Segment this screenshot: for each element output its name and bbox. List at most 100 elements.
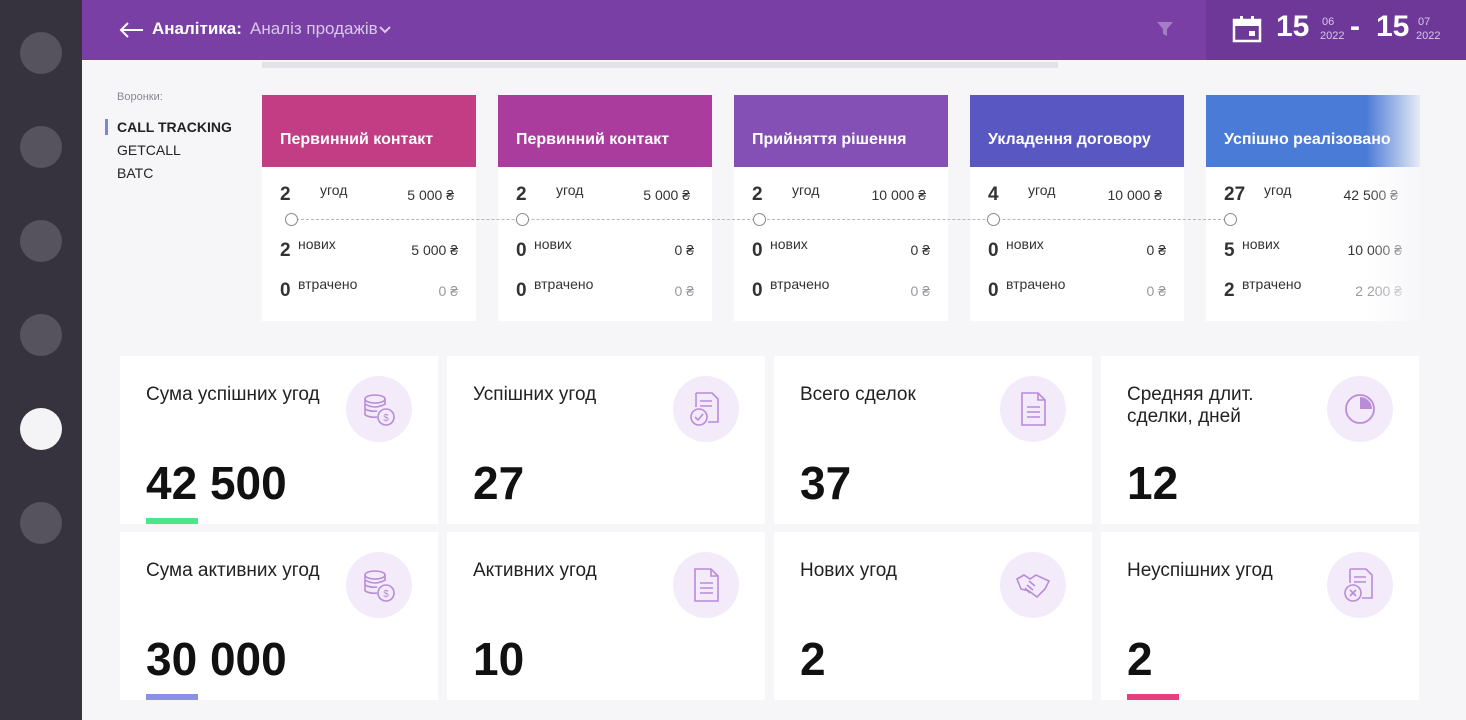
stage-lost-amount: 0 ₴ bbox=[910, 283, 930, 299]
stage-lost-amount: 0 ₴ bbox=[674, 283, 694, 299]
date-to-day: 15 bbox=[1376, 10, 1410, 43]
stage-node bbox=[753, 213, 766, 226]
stage-lost-count: 0 bbox=[516, 280, 527, 301]
stage-node bbox=[987, 213, 1000, 226]
stage-new-label: нових bbox=[298, 236, 336, 252]
rail-avatar-3[interactable] bbox=[20, 220, 62, 262]
stage-deals-count: 2 bbox=[752, 184, 763, 205]
stage-deals-label: угод bbox=[792, 182, 820, 198]
stage-new-count: 2 bbox=[280, 240, 291, 261]
date-from-day: 15 bbox=[1276, 10, 1310, 43]
funnel-item-call-tracking[interactable]: CALL TRACKING bbox=[117, 119, 232, 135]
kpi-card[interactable]: Неуспішних угод 2 bbox=[1101, 532, 1419, 700]
kpi-card[interactable]: Средняя длит. сделки, дней 12 bbox=[1101, 356, 1419, 524]
date-to-month: 07 bbox=[1418, 16, 1431, 28]
stage-lost-count: 2 bbox=[1224, 280, 1235, 301]
kpi-icon-badge: $ bbox=[346, 376, 412, 442]
stage-deals-amount: 10 000 ₴ bbox=[1107, 187, 1163, 203]
kpi-value: 2 bbox=[800, 633, 826, 685]
chevron-down-icon[interactable] bbox=[378, 25, 392, 35]
date-range-picker[interactable]: 15 06 2022 - 15 07 2022 bbox=[1206, 0, 1466, 60]
kpi-title: Неуспішних угод bbox=[1127, 560, 1273, 581]
date-separator: - bbox=[1350, 10, 1360, 43]
kpi-title: Сума активних угод bbox=[146, 560, 320, 581]
funnel-stage-card[interactable]: Первинний контакт 2 угод 5 000 ₴ 2 нових… bbox=[262, 95, 476, 321]
stage-new-count: 5 bbox=[1224, 240, 1235, 261]
rail-avatar-2[interactable] bbox=[20, 126, 62, 168]
stage-lost-label: втрачено bbox=[1242, 276, 1302, 292]
kpi-title: Нових угод bbox=[800, 560, 898, 581]
kpi-value: 30 000 bbox=[146, 633, 287, 685]
stage-node bbox=[1224, 213, 1237, 226]
stage-lost-amount: 0 ₴ bbox=[438, 283, 458, 299]
stage-header: Первинний контакт bbox=[262, 95, 476, 167]
stage-new-count: 0 bbox=[988, 240, 999, 261]
report-dropdown[interactable]: Аналіз продажів bbox=[250, 19, 378, 38]
stage-header: Прийняття рішення bbox=[734, 95, 948, 167]
kpi-icon-badge bbox=[1000, 552, 1066, 618]
kpi-accent-bar bbox=[146, 694, 198, 700]
stage-lost-label: втрачено bbox=[534, 276, 594, 292]
stage-deals-count: 27 bbox=[1224, 184, 1246, 205]
stage-new-label: нових bbox=[1242, 236, 1280, 252]
stage-deals-amount: 5 000 ₴ bbox=[407, 187, 454, 203]
document-cross-icon bbox=[1344, 568, 1373, 602]
kpi-card[interactable]: Всего сделок 37 bbox=[774, 356, 1092, 524]
stage-new-count: 0 bbox=[752, 240, 763, 261]
stage-deals-count: 2 bbox=[280, 184, 291, 205]
kpi-card[interactable]: Нових угод 2 bbox=[774, 532, 1092, 700]
rail-avatar-1[interactable] bbox=[20, 32, 62, 74]
funnel-item-batc[interactable]: BATC bbox=[117, 165, 154, 181]
stage-deals-count: 4 bbox=[988, 184, 999, 205]
kpi-card[interactable]: Сума успішних угод 42 500 $ bbox=[120, 356, 438, 524]
kpi-icon-badge bbox=[1000, 376, 1066, 442]
kpi-icon-badge bbox=[673, 552, 739, 618]
document-check-icon bbox=[690, 392, 719, 426]
kpi-value: 12 bbox=[1127, 457, 1179, 509]
rail-avatar-4[interactable] bbox=[20, 314, 62, 356]
stage-title: Первинний контакт bbox=[280, 131, 434, 148]
stage-title: Укладення договору bbox=[988, 131, 1151, 148]
stage-deals-label: угод bbox=[320, 182, 348, 198]
back-arrow-icon[interactable] bbox=[118, 20, 144, 40]
kpi-title: Средняя длит. сделки, дней bbox=[1127, 384, 1254, 427]
rail-avatar-6[interactable] bbox=[20, 502, 62, 544]
kpi-title: Сума успішних угод bbox=[146, 384, 320, 405]
stage-deals-label: угод bbox=[1028, 182, 1056, 198]
kpi-value: 2 bbox=[1127, 633, 1153, 685]
kpi-card[interactable]: Сума активних угод 30 000 $ bbox=[120, 532, 438, 700]
svg-text:$: $ bbox=[383, 589, 389, 600]
date-to-year: 2022 bbox=[1416, 30, 1441, 42]
kpi-card[interactable]: Успішних угод 27 bbox=[447, 356, 765, 524]
date-from-month: 06 bbox=[1322, 16, 1335, 28]
top-header: Аналітика: Аналіз продажів 15 06 2022 - … bbox=[82, 0, 1466, 60]
svg-text:$: $ bbox=[383, 413, 389, 424]
kpi-accent-bar bbox=[1127, 694, 1179, 700]
funnel-stage-card[interactable]: Укладення договору 4 угод 10 000 ₴ 0 нов… bbox=[970, 95, 1184, 321]
stage-deals-amount: 10 000 ₴ bbox=[871, 187, 927, 203]
kpi-icon-badge bbox=[673, 376, 739, 442]
stage-deals-amount: 5 000 ₴ bbox=[643, 187, 690, 203]
stage-lost-count: 0 bbox=[280, 280, 291, 301]
funnel-stage-card[interactable]: Первинний контакт 2 угод 5 000 ₴ 0 нових… bbox=[498, 95, 712, 321]
filter-icon[interactable] bbox=[1156, 20, 1174, 38]
stage-new-amount: 0 ₴ bbox=[1146, 242, 1166, 258]
kpi-title: Всего сделок bbox=[800, 384, 916, 405]
document-icon bbox=[1021, 392, 1046, 426]
stage-lost-count: 0 bbox=[752, 280, 763, 301]
kpi-value: 10 bbox=[473, 633, 525, 685]
kpi-icon-badge bbox=[1327, 376, 1393, 442]
stage-lost-label: втрачено bbox=[770, 276, 830, 292]
kpi-title: Успішних угод bbox=[473, 384, 597, 405]
kpi-value: 27 bbox=[473, 457, 525, 509]
pie-icon bbox=[1345, 394, 1375, 424]
rail-avatar-active[interactable] bbox=[20, 408, 62, 450]
handshake-icon bbox=[1015, 574, 1051, 599]
horizontal-scroll-track[interactable] bbox=[262, 62, 1058, 68]
stage-title: Первинний контакт bbox=[516, 131, 670, 148]
kpi-card[interactable]: Активних угод 10 bbox=[447, 532, 765, 700]
funnel-item-getcall[interactable]: GETCALL bbox=[117, 142, 181, 158]
coins-icon: $ bbox=[364, 394, 395, 426]
funnel-stage-card[interactable]: Прийняття рішення 2 угод 10 000 ₴ 0 нови… bbox=[734, 95, 948, 321]
coins-icon: $ bbox=[364, 570, 395, 602]
